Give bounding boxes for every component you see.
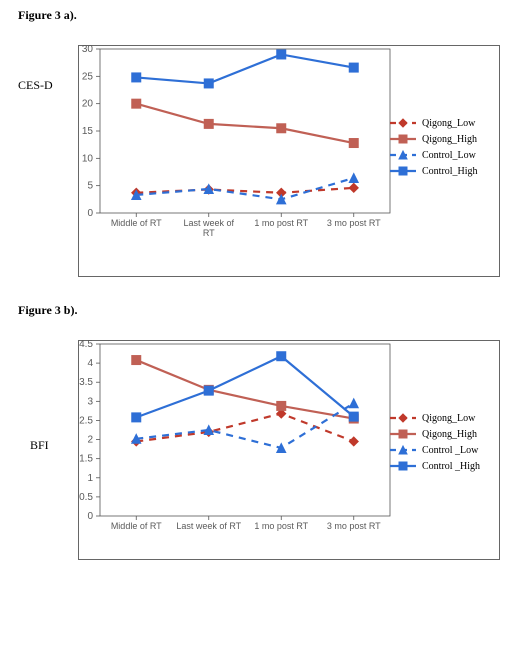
svg-text:0: 0 bbox=[87, 511, 93, 522]
svg-text:3.5: 3.5 bbox=[79, 377, 93, 388]
svg-text:Control_High: Control_High bbox=[422, 166, 478, 177]
figure-a-title: Figure 3 a). bbox=[18, 8, 489, 23]
figure-b-title: Figure 3 b). bbox=[18, 303, 489, 318]
svg-text:4: 4 bbox=[87, 358, 93, 369]
svg-text:2.5: 2.5 bbox=[79, 415, 93, 426]
svg-text:30: 30 bbox=[82, 45, 94, 55]
figure-a-chart: 0 5 10 15 20 25 30 Middle of RT Last week ofRT 1 … bbox=[18, 45, 489, 275]
svg-text:Qigong_Low: Qigong_Low bbox=[422, 118, 476, 129]
svg-text:15: 15 bbox=[82, 126, 94, 137]
svg-text:10: 10 bbox=[82, 153, 94, 164]
figure-a-svg: 0 5 10 15 20 25 30 Middle of RT Last week ofRT 1 … bbox=[18, 45, 498, 275]
svg-text:5: 5 bbox=[87, 181, 93, 192]
svg-text:3 mo post RT: 3 mo post RT bbox=[327, 218, 381, 228]
svg-text:Qigong_High: Qigong_High bbox=[422, 134, 477, 145]
svg-text:25: 25 bbox=[82, 71, 94, 82]
svg-text:3 mo post RT: 3 mo post RT bbox=[327, 521, 381, 531]
svg-text:0.5: 0.5 bbox=[79, 492, 93, 503]
svg-text:Last week of RT: Last week of RT bbox=[176, 521, 241, 531]
svg-text:Control _High: Control _High bbox=[422, 461, 480, 472]
figure-b-chart: 0 0.5 1 1.5 2 2.5 3 3.5 4 4.5 Middle of RT Last wee… bbox=[18, 340, 489, 560]
svg-text:RT: RT bbox=[203, 228, 215, 238]
svg-text:4.5: 4.5 bbox=[79, 340, 93, 350]
svg-text:1 mo post RT: 1 mo post RT bbox=[254, 521, 308, 531]
svg-text:3: 3 bbox=[87, 396, 93, 407]
svg-text:Control _Low: Control _Low bbox=[422, 445, 479, 456]
svg-text:Control_Low: Control_Low bbox=[422, 150, 477, 161]
svg-text:Qigong_Low: Qigong_Low bbox=[422, 413, 476, 424]
svg-text:2: 2 bbox=[87, 435, 93, 446]
svg-text:Last week of: Last week of bbox=[183, 218, 234, 228]
figure-b-svg: 0 0.5 1 1.5 2 2.5 3 3.5 4 4.5 Middle of RT Last wee… bbox=[18, 340, 498, 558]
svg-text:1 mo post RT: 1 mo post RT bbox=[254, 218, 308, 228]
svg-text:20: 20 bbox=[82, 99, 94, 110]
svg-text:Qigong_High: Qigong_High bbox=[422, 429, 477, 440]
svg-text:1: 1 bbox=[87, 473, 93, 484]
svg-text:Middle of RT: Middle of RT bbox=[111, 521, 162, 531]
svg-text:0: 0 bbox=[87, 208, 93, 219]
svg-text:1.5: 1.5 bbox=[79, 454, 93, 465]
svg-text:Middle of RT: Middle of RT bbox=[111, 218, 162, 228]
